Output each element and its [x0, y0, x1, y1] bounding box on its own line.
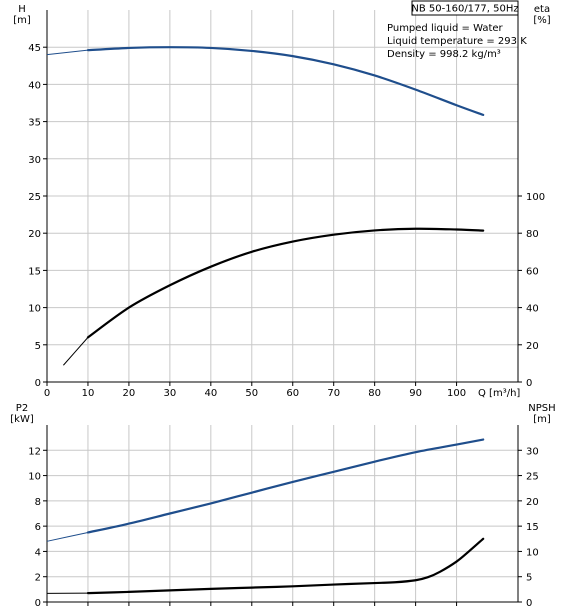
y-left-tick-label: 6 — [35, 522, 41, 533]
annotation-text: Pumped liquid = Water — [387, 23, 504, 34]
y-right-tick-label: 20 — [526, 341, 539, 352]
y-left-tick-label: 8 — [35, 497, 41, 508]
y-right-tick-label: 25 — [526, 472, 539, 483]
y-right-title: eta — [534, 4, 550, 15]
x-tick-label: 0 — [44, 388, 50, 399]
x-tick-label: 10 — [82, 388, 95, 399]
y-left-tick-label: 30 — [28, 155, 41, 166]
series-bottom-1-line — [88, 539, 483, 593]
x-tick-label: 100 — [447, 388, 466, 399]
x-tick-label: 20 — [123, 388, 136, 399]
y-left-tick-label: 20 — [28, 229, 41, 240]
series-top-1-extrapolated-line — [63, 337, 88, 365]
series-top-1-line — [88, 229, 483, 338]
y-left-tick-label: 45 — [28, 43, 41, 54]
y-right-tick-label: 80 — [526, 229, 539, 240]
series-layer — [47, 47, 483, 593]
axes-layer — [43, 1, 522, 606]
x-tick-label: 90 — [409, 388, 422, 399]
y-right-tick-label: 0 — [526, 378, 532, 389]
y-right-unit: [%] — [533, 15, 550, 26]
y-right-tick-label: 30 — [526, 446, 539, 457]
y-right-tick-label: 60 — [526, 266, 539, 277]
x-tick-label: 80 — [368, 388, 381, 399]
annotation-text: Liquid temperature = 293 K — [387, 36, 527, 47]
y-left-tick-label: 25 — [28, 192, 41, 203]
x-axis-title: Q [m³/h] — [478, 388, 520, 399]
y-left-tick-label: 4 — [35, 547, 41, 558]
y-left-tick-label: 10 — [28, 304, 41, 315]
x-tick-label: 60 — [286, 388, 299, 399]
y-right-tick-label: 100 — [526, 192, 545, 203]
y-left-tick-label: 5 — [35, 341, 41, 352]
y-right-unit: [m] — [533, 414, 551, 425]
y-left-tick-label: 15 — [28, 266, 41, 277]
x-tick-label: 50 — [245, 388, 258, 399]
y-left-tick-label: 0 — [35, 378, 41, 389]
y-left-tick-label: 0 — [35, 598, 41, 609]
y-left-tick-label: 40 — [28, 80, 41, 91]
y-right-tick-label: 5 — [526, 573, 532, 584]
series-bottom-0-extrapolated-line — [47, 532, 88, 541]
y-left-tick-label: 12 — [28, 446, 41, 457]
y-right-title: NPSH — [528, 403, 555, 414]
y-right-tick-label: 20 — [526, 497, 539, 508]
y-left-title: H — [18, 4, 26, 15]
chart-title: NB 50-160/177, 50Hz — [411, 4, 518, 15]
y-left-unit: [m] — [13, 15, 31, 26]
x-tick-label: 40 — [204, 388, 217, 399]
y-left-tick-label: 2 — [35, 573, 41, 584]
x-tick-label: 30 — [164, 388, 177, 399]
grid-layer — [47, 10, 518, 602]
y-left-title: P2 — [16, 403, 28, 414]
x-tick-label: 70 — [327, 388, 340, 399]
series-top-0-extrapolated-line — [47, 50, 88, 54]
y-left-tick-label: 35 — [28, 118, 41, 129]
series-bottom-0-line — [88, 440, 483, 533]
y-right-tick-label: 40 — [526, 304, 539, 315]
y-right-tick-label: 10 — [526, 547, 539, 558]
y-left-unit: [kW] — [10, 414, 34, 425]
y-right-tick-label: 0 — [526, 598, 532, 609]
y-right-tick-label: 15 — [526, 522, 539, 533]
annotation-text: Density = 998.2 kg/m³ — [387, 49, 501, 60]
y-left-tick-label: 10 — [28, 472, 41, 483]
